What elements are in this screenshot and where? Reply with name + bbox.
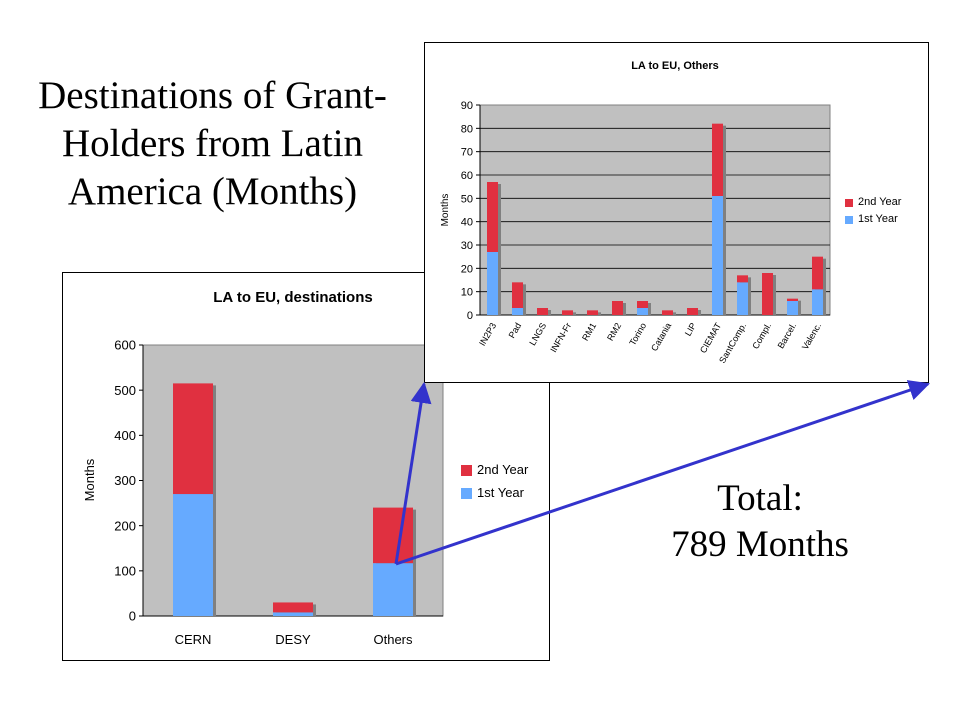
x-tick-label: Valenc. [800,321,823,351]
y-tick-label: 90 [461,100,473,112]
slide-title-line: America (Months) [67,170,358,213]
bar-segment-second-year [537,308,548,315]
y-tick-label: 10 [461,287,473,299]
legend-swatch [845,199,853,207]
x-tick-label: DESY [275,632,311,647]
slide-title-line: Holders from Latin [61,122,364,165]
bar-segment-second-year [662,310,673,315]
y-tick-label: 30 [461,240,473,252]
legend-swatch [461,465,472,476]
x-tick-label: LIP [683,321,698,338]
bar-segment-first-year [737,282,748,315]
y-tick-label: 600 [114,338,136,353]
x-tick-label: Others [373,632,413,647]
chart-title: LA to EU, destinations [213,289,372,306]
y-tick-label: 80 [461,123,473,135]
legend-swatch [845,216,853,224]
x-tick-label: RM2 [605,321,623,342]
y-tick-label: 400 [114,428,136,443]
bar-segment-first-year [512,308,523,315]
bar-segment-second-year [512,282,523,308]
x-tick-label: CERN [175,632,212,647]
bar-segment-second-year [637,301,648,308]
slide-title-line: Destinations of Grant- [38,74,387,117]
bar-segment-second-year [373,507,413,564]
bar-segment-first-year [487,252,498,315]
y-tick-label: 50 [461,193,473,205]
bar-segment-second-year [812,256,823,290]
x-tick-label: Torino [627,321,648,347]
y-tick-label: 60 [461,170,473,182]
bar-segment-first-year [637,308,648,315]
x-tick-label: IN2P3 [477,321,498,348]
y-axis-label: Months [440,194,451,227]
bar-segment-second-year [737,275,748,283]
bar-segment-second-year [487,182,498,252]
legend-swatch [461,488,472,499]
bar-segment-second-year [762,273,773,315]
x-tick-label: LNGS [527,321,548,347]
x-tick-label: INFN-Fr [548,321,573,354]
y-tick-label: 300 [114,473,136,488]
x-tick-label: Barcel. [776,321,799,350]
bar-segment-second-year [787,298,798,301]
legend-label: 1st Year [858,213,898,225]
y-tick-label: 200 [114,518,136,533]
total-value: 789 Months [671,524,849,565]
bar-segment-first-year [712,196,723,315]
x-tick-label: Pad [507,321,524,340]
others-breakdown-chart: LA to EU, Others 0 10 20 30 40 50 60 70 80 90 IN2P3… [424,42,929,383]
x-tick-label: RM1 [580,321,598,342]
slide-title: Destinations of Grant- Holders from Lati… [20,72,405,216]
bar-segment-second-year [587,310,598,315]
x-tick-label: Compl. [750,321,773,351]
y-tick-label: 0 [467,310,473,322]
legend-label: 2nd Year [858,196,902,208]
y-tick-label: 0 [129,609,136,624]
total-summary: Total: 789 Months [640,476,880,568]
y-tick-label: 20 [461,263,473,275]
legend-label: 1st Year [477,485,525,500]
x-tick-label: CIEMAT [698,321,724,355]
bar-segment-first-year [812,289,823,315]
bar-segment-second-year [687,308,698,315]
total-label: Total: [717,478,803,519]
bar-segment-second-year [612,301,623,315]
bar-segment-second-year [562,310,573,315]
y-tick-label: 70 [461,147,473,159]
bar-segment-first-year [373,563,413,616]
y-tick-label: 500 [114,383,136,398]
y-axis-label: Months [82,458,97,501]
chart-title: LA to EU, Others [631,60,719,72]
y-tick-label: 100 [114,564,136,579]
bar-segment-first-year [173,494,213,616]
bar-segment-second-year [173,383,213,495]
x-tick-label: Catania [649,321,673,353]
bar-segment-first-year [787,301,798,315]
bar-segment-first-year [273,612,313,616]
plot-area [479,104,831,316]
bar-segment-second-year [712,123,723,196]
bar-segment-second-year [273,602,313,613]
y-tick-label: 40 [461,217,473,229]
legend-label: 2nd Year [477,462,529,477]
